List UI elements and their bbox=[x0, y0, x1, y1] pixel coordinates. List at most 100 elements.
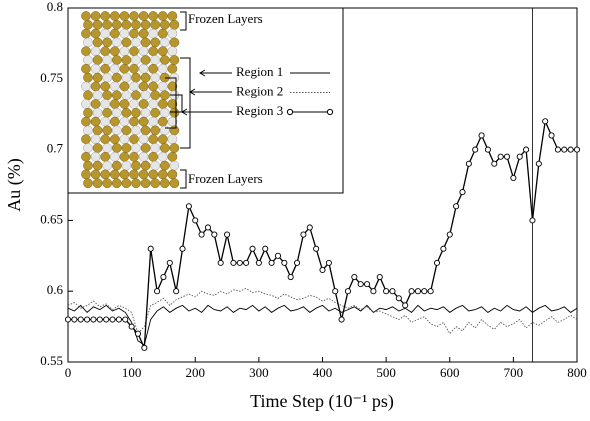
atom bbox=[140, 55, 151, 65]
atom bbox=[100, 63, 111, 74]
atom bbox=[150, 143, 161, 153]
atom bbox=[129, 134, 139, 145]
atom bbox=[111, 37, 122, 48]
atom bbox=[157, 116, 168, 127]
data-point bbox=[529, 217, 536, 224]
atom bbox=[109, 169, 120, 180]
atom bbox=[119, 11, 130, 21]
data-point bbox=[376, 273, 383, 281]
atom bbox=[92, 125, 103, 136]
atom bbox=[150, 90, 161, 101]
atom bbox=[119, 116, 130, 127]
atom bbox=[167, 46, 178, 57]
data-point bbox=[249, 245, 256, 252]
data-point bbox=[472, 146, 479, 153]
atom bbox=[81, 116, 91, 127]
data-point bbox=[147, 245, 154, 252]
atom bbox=[111, 72, 122, 83]
atom bbox=[148, 169, 159, 180]
arrow bbox=[199, 69, 232, 77]
data-point bbox=[236, 259, 243, 266]
data-point bbox=[173, 288, 180, 295]
atom bbox=[102, 90, 113, 101]
atom bbox=[100, 99, 111, 109]
atom bbox=[81, 169, 91, 180]
atom bbox=[129, 81, 139, 92]
plot-area bbox=[64, 7, 581, 363]
x-tick-label: 100 bbox=[122, 365, 142, 380]
atom bbox=[102, 55, 113, 65]
data-point bbox=[548, 132, 555, 139]
atom bbox=[169, 125, 180, 136]
data-point bbox=[230, 259, 237, 266]
atom bbox=[157, 28, 168, 39]
atom bbox=[129, 46, 139, 57]
data-point bbox=[497, 153, 504, 160]
legend-label: Region 1 bbox=[236, 64, 283, 79]
atom bbox=[119, 169, 130, 180]
x-tick-label: 0 bbox=[65, 365, 72, 380]
data-point bbox=[243, 259, 250, 266]
atom bbox=[111, 160, 122, 171]
data-point bbox=[313, 245, 320, 252]
atom bbox=[150, 125, 161, 136]
bracket bbox=[170, 94, 183, 113]
atom bbox=[140, 72, 151, 83]
atom bbox=[111, 143, 122, 153]
atom bbox=[119, 134, 130, 145]
legend-marker bbox=[326, 108, 334, 116]
atom bbox=[169, 107, 180, 118]
atom bbox=[167, 169, 178, 180]
legend-label: Region 3 bbox=[236, 103, 283, 118]
data-point bbox=[300, 231, 307, 238]
atom bbox=[159, 178, 170, 189]
atom bbox=[131, 107, 141, 118]
atom bbox=[148, 116, 159, 127]
atom bbox=[159, 160, 170, 171]
atom bbox=[90, 99, 101, 109]
atom bbox=[92, 143, 103, 153]
series-line bbox=[67, 304, 578, 346]
atom bbox=[140, 90, 151, 101]
data-point bbox=[344, 288, 352, 295]
atom bbox=[131, 178, 141, 189]
data-point bbox=[84, 316, 91, 323]
atom bbox=[81, 99, 91, 109]
atom bbox=[169, 160, 180, 171]
data-point bbox=[319, 266, 326, 274]
atom bbox=[157, 46, 168, 57]
data-point bbox=[503, 153, 511, 160]
atom bbox=[138, 81, 149, 92]
data-point bbox=[274, 252, 282, 259]
atom bbox=[148, 81, 159, 92]
atom bbox=[157, 134, 168, 145]
atom bbox=[157, 169, 168, 180]
atom bbox=[148, 46, 159, 57]
data-point bbox=[293, 259, 301, 266]
y-tick-label: 0.55 bbox=[40, 353, 63, 368]
atom bbox=[83, 160, 93, 171]
atom bbox=[121, 125, 132, 136]
data-point bbox=[115, 316, 122, 323]
data-point bbox=[154, 288, 161, 295]
x-axis-label: Time Step (10⁻¹ ps) bbox=[250, 391, 394, 412]
data-point bbox=[77, 316, 84, 323]
atom bbox=[119, 46, 130, 57]
atom bbox=[119, 63, 130, 74]
atom bbox=[100, 28, 111, 39]
atom bbox=[111, 125, 122, 136]
data-point bbox=[402, 302, 409, 309]
data-point bbox=[389, 288, 396, 295]
y-tick-label: 0.8 bbox=[47, 0, 63, 14]
atom bbox=[92, 178, 103, 189]
atom bbox=[157, 99, 168, 109]
atom bbox=[109, 81, 120, 92]
atom bbox=[109, 134, 120, 145]
atom bbox=[83, 125, 93, 136]
atom bbox=[109, 99, 120, 109]
data-point bbox=[465, 160, 472, 167]
data-point bbox=[459, 189, 466, 196]
data-point bbox=[573, 146, 581, 153]
data-point bbox=[204, 224, 212, 231]
data-point bbox=[567, 146, 574, 153]
